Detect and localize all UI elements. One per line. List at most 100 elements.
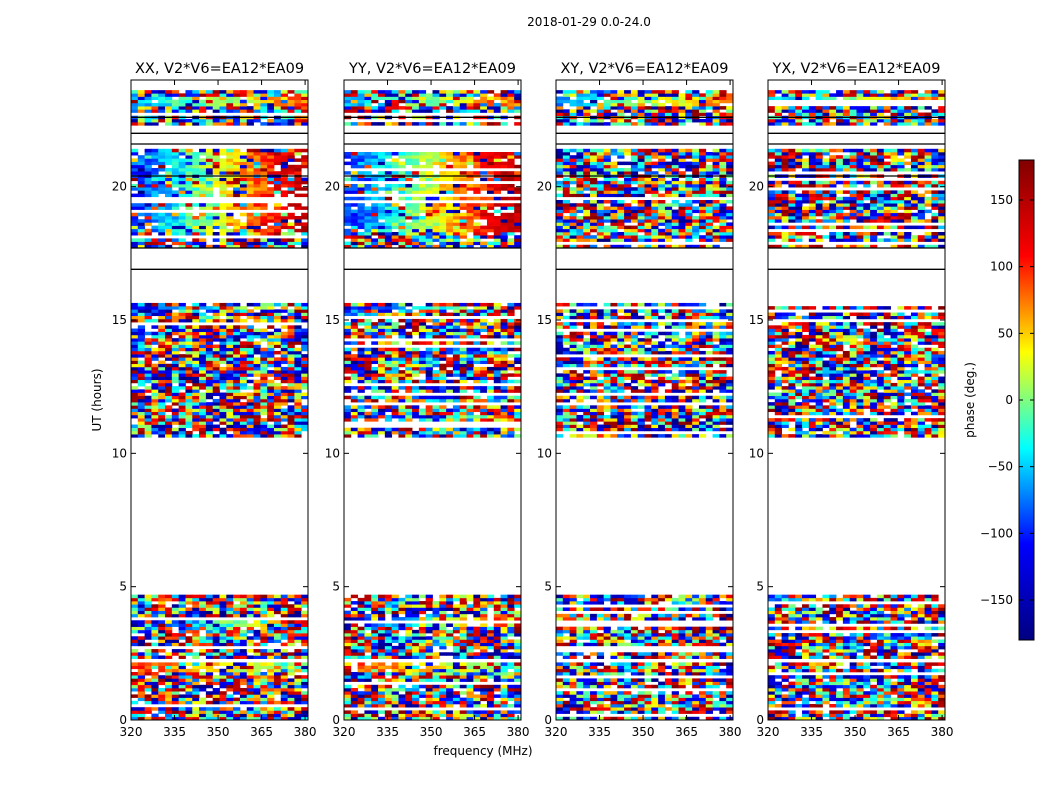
phase-cell — [480, 427, 488, 432]
phase-cell — [151, 302, 159, 307]
phase-cell — [301, 177, 308, 182]
phase-cell — [507, 704, 515, 708]
phase-cell — [260, 241, 268, 246]
phase-cell — [301, 360, 308, 365]
phase-cell — [391, 623, 399, 627]
phase-cell — [398, 434, 406, 438]
phase-cell — [178, 713, 186, 718]
phase-cell — [178, 421, 186, 425]
phase-cell — [364, 636, 372, 640]
phase-cell — [500, 212, 508, 217]
phase-cell — [273, 241, 282, 246]
phase-cell — [151, 376, 159, 381]
phase-cell — [371, 597, 379, 602]
phase-cell — [280, 350, 288, 355]
phase-cell — [378, 414, 386, 419]
phase-cell — [301, 102, 308, 107]
phase-cell — [246, 626, 254, 631]
phase-cell — [493, 322, 501, 326]
phase-cell — [391, 649, 399, 653]
phase-cell — [371, 350, 379, 355]
phase-cell — [514, 354, 521, 358]
phase-cell — [178, 309, 186, 313]
phase-cell — [486, 184, 495, 188]
phase-cell — [357, 309, 365, 313]
phase-cell — [294, 366, 302, 371]
phase-cell — [507, 322, 515, 326]
phase-cell — [131, 187, 139, 191]
phase-cell — [253, 392, 261, 397]
phase-cell — [137, 325, 146, 329]
phase-cell — [301, 707, 308, 711]
phase-cell — [219, 662, 227, 666]
phase-cell — [144, 180, 152, 185]
phase-cell — [171, 325, 180, 329]
phase-cell — [212, 373, 220, 377]
phase-cell — [137, 376, 146, 381]
phase-cell — [137, 360, 146, 365]
phase-cell — [378, 347, 386, 352]
phase-cell — [439, 309, 447, 313]
phase-cell — [500, 688, 508, 692]
phase-cell — [158, 354, 166, 358]
phase-cell — [165, 675, 173, 679]
phase-cell — [514, 331, 521, 336]
phase-cell — [378, 152, 386, 156]
phase-cell — [350, 418, 359, 422]
phase-cell — [378, 601, 386, 605]
phase-cell — [405, 187, 413, 191]
phase-cell — [432, 225, 440, 230]
phase-cell — [466, 177, 474, 182]
phase-cell — [514, 306, 521, 310]
phase-cell — [480, 604, 488, 608]
phase-cell — [384, 370, 393, 374]
phase-cell — [500, 196, 508, 201]
phase-cell — [439, 636, 447, 640]
phase-cell — [233, 665, 241, 670]
phase-cell — [233, 90, 241, 94]
phase-cell — [185, 601, 193, 605]
phase-cell — [239, 177, 248, 182]
phase-cell — [239, 90, 248, 94]
phase-cell — [233, 155, 241, 159]
phase-cell — [185, 118, 193, 123]
phase-cell — [294, 607, 302, 611]
phase-cell — [507, 604, 515, 608]
phase-cell — [267, 238, 275, 242]
phase-cell — [391, 691, 399, 695]
phase-cell — [452, 623, 461, 627]
phase-cell — [486, 196, 495, 201]
phase-cell — [391, 219, 399, 223]
phase-cell — [233, 684, 241, 689]
phase-cell — [378, 617, 386, 621]
phase-cell — [287, 360, 295, 365]
phase-cell — [144, 373, 152, 377]
phase-cell — [514, 414, 521, 419]
phase-cell — [398, 427, 406, 432]
x-tick-label: 380 — [294, 725, 317, 739]
phase-cell — [507, 694, 515, 698]
phase-cell — [405, 430, 413, 435]
phase-cell — [260, 309, 268, 313]
phase-cell — [500, 610, 508, 615]
phase-cell — [192, 177, 200, 182]
phase-cell — [131, 212, 139, 217]
phase-cell — [493, 675, 501, 679]
phase-cell — [165, 594, 173, 599]
phase-cell — [357, 617, 365, 621]
phase-cell — [178, 177, 186, 182]
phase-cell — [378, 607, 386, 611]
phase-cell — [151, 244, 159, 249]
phase-cell — [137, 102, 146, 107]
phase-cell — [239, 421, 248, 425]
phase-cell — [459, 408, 467, 413]
phase-cell — [350, 225, 359, 230]
phase-cell — [226, 636, 234, 640]
phase-cell — [418, 350, 427, 355]
phase-cell — [253, 90, 261, 94]
phase-cell — [253, 148, 261, 153]
phase-cell — [144, 716, 152, 720]
phase-cell — [459, 161, 467, 166]
phase-cell — [192, 620, 200, 624]
phase-cell — [260, 168, 268, 172]
